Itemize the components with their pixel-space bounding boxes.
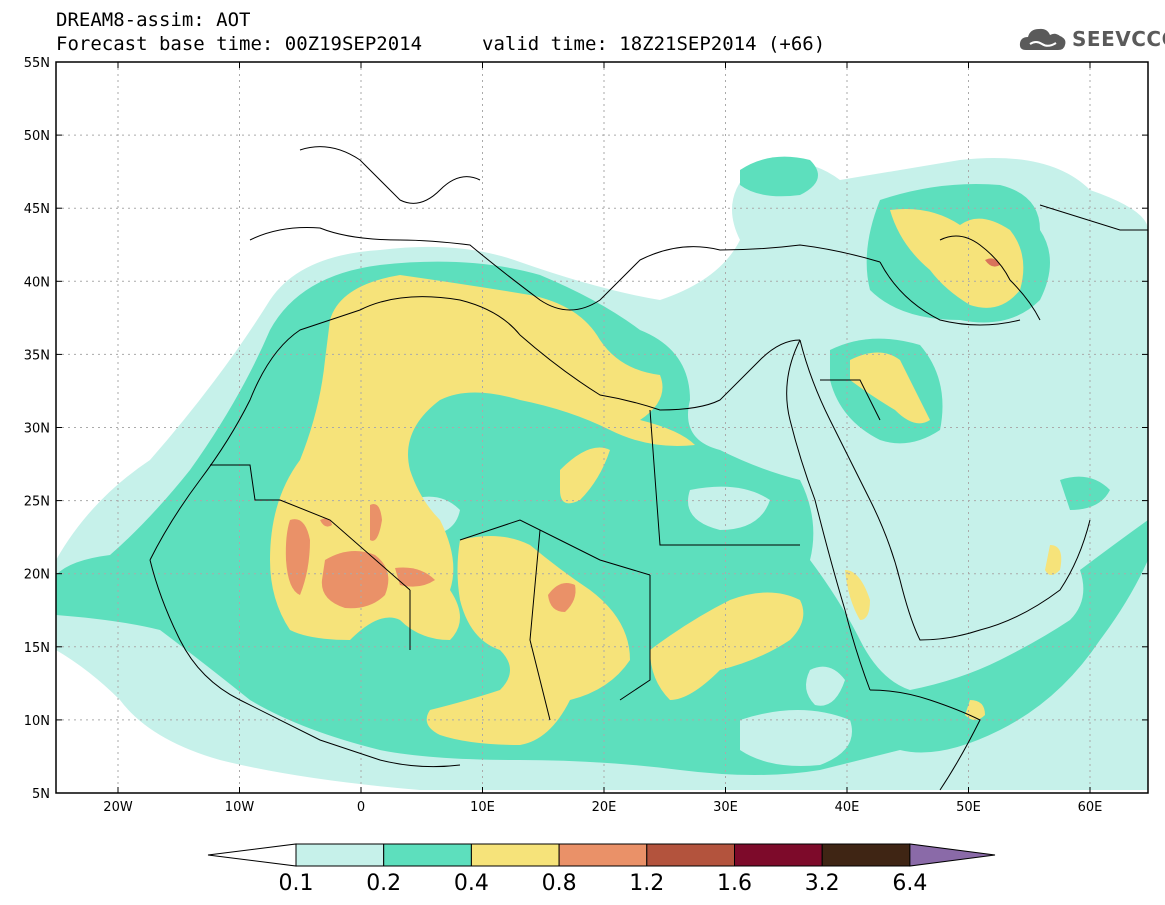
colorbar-label: 1.6 [717,871,752,896]
lon-label: 20E [592,800,617,815]
lat-label: 25N [24,495,50,510]
longitude-labels: 20W 10W 0 10E 20E 30E 40E 50E 60E [103,800,1102,815]
axis-ticks [56,61,1148,794]
lat-label: 50N [24,129,50,144]
colorbar-label: 0.1 [279,871,314,896]
aot-colorbar: 0.1 0.2 0.4 0.8 1.2 1.6 3.2 6.4 [207,843,996,896]
colorbar-label: 3.2 [805,871,840,896]
colorbar-segment [295,843,385,867]
map-frame [55,61,1149,794]
aot-band-0.1-holes [407,486,1030,766]
lat-label: 35N [24,348,50,363]
colorbar-label: 0.2 [366,871,401,896]
colorbar-label: 1.2 [629,871,664,896]
colorbar-label: 0.4 [454,871,489,896]
aot-band-0.2 [56,156,1148,776]
colorbar-segment [383,843,472,867]
aot-band-0.8 [285,504,576,612]
colorbar-segment [558,843,648,867]
lat-label: 5N [32,787,50,802]
colorbar-segment [470,843,560,867]
colorbar-right-arrow [909,843,996,867]
lat-label: 55N [24,56,50,71]
lat-label: 15N [24,641,50,656]
lat-label: 40N [24,275,50,290]
coastlines [149,146,1148,791]
lat-label: 20N [24,568,50,583]
lat-label: 10N [24,714,50,729]
map-title: DREAM8-assim: AOT [56,9,251,31]
lat-label: 45N [24,202,50,217]
lon-label: 10W [225,800,255,815]
colorbar-label: 0.8 [542,871,577,896]
lon-label: 50E [956,800,981,815]
seevccc-logo: SEEVCCC [1018,24,1165,54]
lon-label: 30E [713,800,738,815]
aot-band-1.2 [985,258,1000,267]
aot-field [56,156,1148,790]
forecast-base-time: Forecast base time: 00Z19SEP2014 [56,33,423,55]
latitude-labels: 55N 50N 45N 40N 35N 30N 25N 20N 15N 10N 5N [24,56,50,802]
lon-label: 20W [103,800,133,815]
aot-band-0.1 [56,158,1148,790]
lon-label: 0 [357,800,365,815]
lon-label: 60E [1078,800,1103,815]
valid-time: valid time: 18Z21SEP2014 (+66) [482,33,826,55]
aot-band-0.4 [270,209,1062,745]
lon-label: 40E [835,800,860,815]
lat-label: 30N [24,422,50,437]
lon-label: 10E [470,800,495,815]
graticule [56,62,1148,793]
colorbar-label: 6.4 [892,871,927,896]
colorbar-left-arrow [207,843,297,867]
logo-text: SEEVCCC [1072,27,1165,51]
colorbar-segment [734,843,823,867]
colorbar-segment [646,843,735,867]
cloud-icon [1019,28,1066,50]
colorbar-segment [821,843,911,867]
